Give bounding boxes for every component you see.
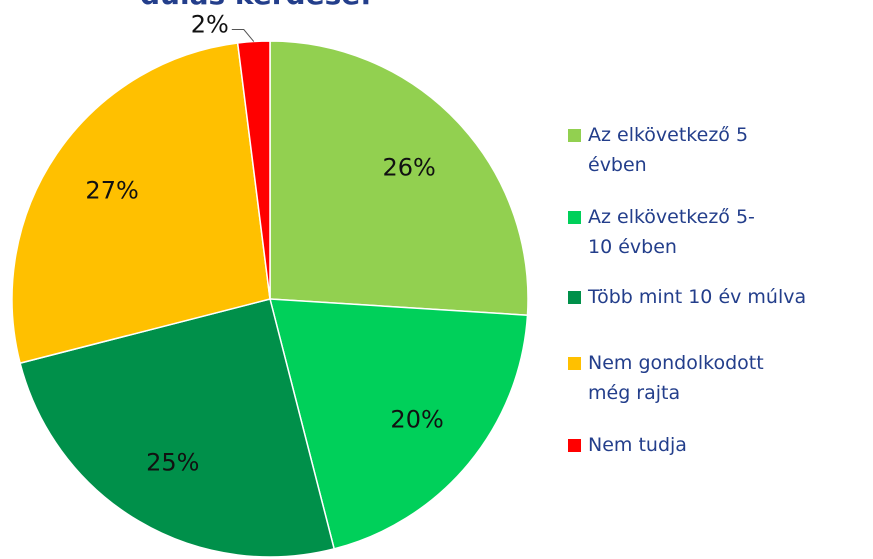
data-label: 25% xyxy=(146,448,199,476)
legend-swatch xyxy=(568,211,581,224)
legend-label: Nem tudja xyxy=(588,434,687,456)
legend-swatch xyxy=(568,291,581,304)
pie-slice xyxy=(269,298,529,550)
legend-item: Az elkövetkező 5-10 évben xyxy=(568,202,868,262)
leader-line xyxy=(231,29,255,42)
legend: Az elkövetkező 5 évben Az elkövetkező 5-1… xyxy=(568,120,868,460)
legend-label: Több mint 10 év múlva xyxy=(588,286,807,308)
pie-slice xyxy=(269,40,529,316)
legend-label: Az elkövetkező 5 évben xyxy=(588,124,749,176)
data-label: 27% xyxy=(85,177,138,205)
legend-swatch xyxy=(568,439,581,452)
legend-item: Nem tudja xyxy=(568,430,868,460)
legend-label: Nem gondolkodott még rajta xyxy=(588,352,764,404)
data-label: 20% xyxy=(390,406,443,434)
pie-slice xyxy=(11,42,271,365)
data-label: 26% xyxy=(383,153,436,181)
legend-swatch xyxy=(568,129,581,142)
pie-slice xyxy=(19,298,336,558)
legend-swatch xyxy=(568,357,581,370)
legend-item: Nem gondolkodott még rajta xyxy=(568,348,868,408)
legend-label: Az elkövetkező 5-10 évben xyxy=(588,206,755,258)
legend-item: Több mint 10 év múlva xyxy=(568,282,868,312)
chart-title: dulás kérdése: xyxy=(140,0,371,11)
legend-item: Az elkövetkező 5 évben xyxy=(568,120,868,180)
data-label: 2% xyxy=(191,11,229,39)
